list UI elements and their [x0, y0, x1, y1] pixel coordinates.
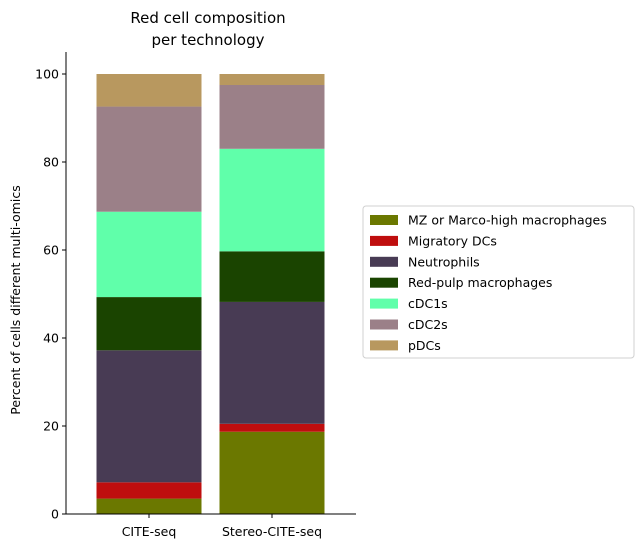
legend-label: Migratory DCs: [408, 233, 497, 248]
bar-cite-seq-mz-or-marco-high-macrophages: [96, 498, 202, 514]
legend-label: cDC1s: [408, 296, 448, 311]
legend-entry: Migratory DCs: [370, 233, 497, 248]
x-tick-label: CITE-seq: [122, 524, 177, 539]
bar-cite-seq-pdcs: [96, 74, 202, 107]
bar-cite-seq-neutrophils: [96, 350, 202, 483]
bars-layer: [96, 74, 325, 514]
legend-entry: Neutrophils: [370, 254, 480, 269]
legend-entry: MZ or Marco-high macrophages: [370, 213, 607, 228]
bar-cite-seq-red-pulp-macrophages: [96, 297, 202, 351]
bar-cite-seq-cdc2s: [96, 106, 202, 212]
legend-label: Red-pulp macrophages: [408, 275, 552, 290]
legend-label: MZ or Marco-high macrophages: [408, 213, 607, 228]
legend-swatch: [370, 340, 398, 351]
y-tick-label: 40: [43, 331, 59, 346]
legend-entry: cDC1s: [370, 296, 448, 311]
bar-stereo-cite-seq-red-pulp-macrophages: [219, 251, 325, 302]
legend-label: pDCs: [408, 338, 441, 353]
legend-frame: [362, 205, 635, 359]
legend: MZ or Marco-high macrophages Migratory DC…: [362, 205, 635, 359]
legend-swatch: [370, 215, 398, 225]
bar-stereo-cite-seq-cdc1s: [219, 148, 325, 252]
legend-label: cDC2s: [408, 317, 448, 332]
bar-stereo-cite-seq-neutrophils: [219, 301, 325, 424]
y-tick-label: 80: [43, 155, 59, 170]
bar-cite-seq-migratory-dcs: [96, 482, 202, 499]
chart-title: Red cell composition per technology: [130, 9, 285, 49]
bar-cite-seq-cdc1s: [96, 211, 202, 298]
legend-entry: Red-pulp macrophages: [370, 275, 552, 290]
legend-swatch: [370, 298, 398, 309]
legend-swatch: [370, 277, 398, 288]
chart-title-line-2: per technology: [152, 31, 265, 49]
legend-swatch: [370, 235, 398, 246]
bar-stereo-cite-seq-migratory-dcs: [219, 423, 325, 432]
legend-swatch: [370, 256, 398, 267]
y-tick-label: 60: [43, 243, 59, 258]
x-tick-label: Stereo-CITE-seq: [222, 524, 322, 539]
axes-layer: 0 20 40 60 80 100 CITE-seq Stereo-CITE-seq: [35, 52, 356, 539]
bar-stereo-cite-seq-mz-or-marco-high-macrophages: [219, 431, 325, 514]
legend-entry: cDC2s: [370, 317, 448, 332]
bar-stereo-cite-seq-pdcs: [219, 74, 325, 85]
y-tick-label: 100: [35, 67, 59, 82]
legend-entry: pDCs: [370, 338, 441, 353]
y-axis-label: Percent of cells different multi-omics: [8, 185, 23, 414]
legend-label: Neutrophils: [408, 254, 480, 269]
y-tick-label: 0: [51, 507, 59, 522]
legend-swatch: [370, 319, 398, 330]
chart-title-line-1: Red cell composition: [130, 9, 285, 27]
y-tick-label: 20: [43, 419, 59, 434]
bar-stereo-cite-seq-cdc2s: [219, 85, 325, 149]
